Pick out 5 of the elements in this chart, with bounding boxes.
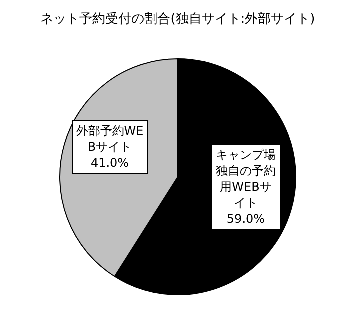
data-label: 41.0% (90, 156, 130, 170)
slice-label: 外部予約WEBサイト (76, 124, 144, 154)
chart-title: ネット予約受付の割合(独自サイト:外部サイト) (40, 11, 316, 28)
data-label: 59.0% (226, 212, 266, 226)
slice-label: キャンプ場独自の予約用WEBサイト (216, 148, 276, 210)
